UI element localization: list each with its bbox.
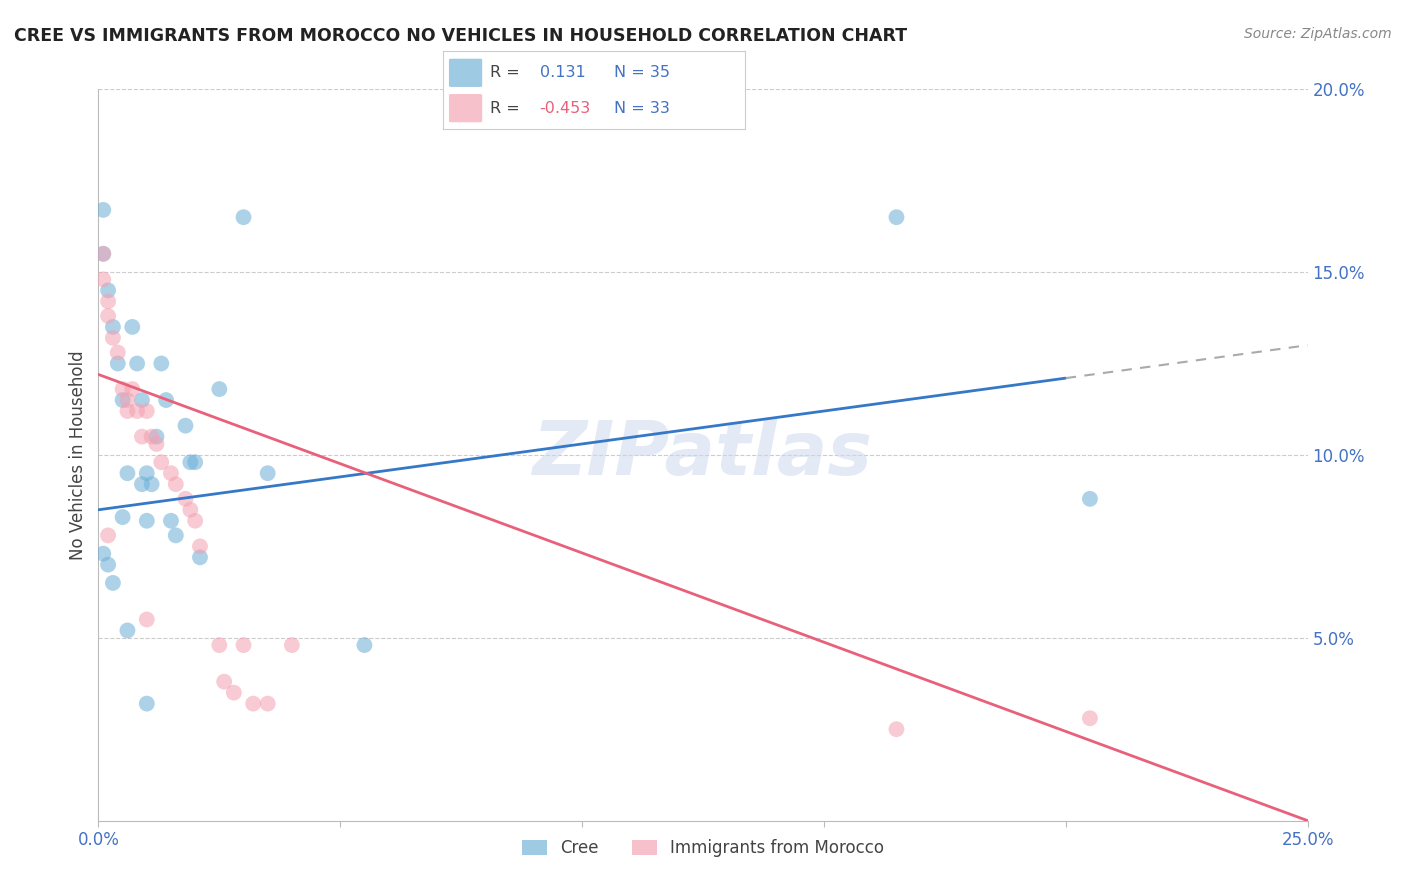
Point [232, 210, 254, 224]
Point [91, 272, 114, 286]
Point [160, 514, 183, 528]
Point [155, 392, 177, 407]
Point [184, 455, 207, 469]
Point [141, 477, 163, 491]
Text: N = 33: N = 33 [613, 101, 669, 116]
Point [1078, 491, 1101, 506]
Point [101, 576, 124, 591]
Point [135, 613, 157, 627]
Text: R =: R = [489, 65, 519, 80]
Point [145, 430, 167, 444]
Point [174, 491, 197, 506]
Point [131, 430, 153, 444]
Text: CREE VS IMMIGRANTS FROM MOROCCO NO VEHICLES IN HOUSEHOLD CORRELATION CHART: CREE VS IMMIGRANTS FROM MOROCCO NO VEHIC… [14, 27, 907, 45]
Point [97, 284, 120, 298]
Text: Source: ZipAtlas.com: Source: ZipAtlas.com [1244, 27, 1392, 41]
Point [165, 477, 187, 491]
Point [256, 697, 278, 711]
Point [97, 294, 120, 309]
FancyBboxPatch shape [449, 94, 482, 122]
Point [135, 404, 157, 418]
Point [101, 319, 124, 334]
Point [101, 331, 124, 345]
Legend: Cree, Immigrants from Morocco: Cree, Immigrants from Morocco [515, 832, 891, 863]
Point [111, 392, 134, 407]
Point [135, 697, 157, 711]
Point [135, 514, 157, 528]
Text: 0.131: 0.131 [540, 65, 585, 80]
Point [97, 528, 120, 542]
Point [111, 510, 134, 524]
Text: -0.453: -0.453 [540, 101, 591, 116]
Point [97, 558, 120, 572]
Point [97, 309, 120, 323]
Point [145, 437, 167, 451]
Point [121, 382, 143, 396]
Point [232, 638, 254, 652]
Point [886, 210, 908, 224]
Point [91, 202, 114, 217]
Point [111, 382, 134, 396]
Point [179, 503, 201, 517]
Text: ZIPatlas: ZIPatlas [533, 418, 873, 491]
FancyBboxPatch shape [449, 59, 482, 87]
Point [212, 674, 235, 689]
Point [222, 686, 245, 700]
Point [184, 514, 207, 528]
Point [91, 246, 114, 260]
Point [150, 455, 173, 469]
Point [188, 550, 211, 565]
Point [127, 356, 149, 371]
Point [91, 547, 114, 561]
Point [150, 356, 173, 371]
Point [107, 345, 129, 359]
Point [353, 638, 375, 652]
Point [117, 624, 139, 638]
Point [141, 430, 163, 444]
Point [117, 466, 139, 480]
Point [179, 455, 201, 469]
Point [208, 382, 231, 396]
Text: N = 35: N = 35 [613, 65, 669, 80]
Point [242, 697, 264, 711]
Point [121, 319, 143, 334]
Point [174, 418, 197, 433]
Point [91, 246, 114, 260]
Point [886, 723, 908, 737]
Point [117, 404, 139, 418]
Point [281, 638, 304, 652]
Text: R =: R = [489, 101, 519, 116]
Point [165, 528, 187, 542]
Point [256, 466, 278, 480]
Point [188, 539, 211, 553]
Point [208, 638, 231, 652]
Point [160, 466, 183, 480]
Point [131, 392, 153, 407]
Point [127, 404, 149, 418]
Point [1078, 711, 1101, 725]
Point [107, 356, 129, 371]
Y-axis label: No Vehicles in Household: No Vehicles in Household [69, 350, 87, 560]
Point [135, 466, 157, 480]
Point [131, 477, 153, 491]
Point [117, 392, 139, 407]
